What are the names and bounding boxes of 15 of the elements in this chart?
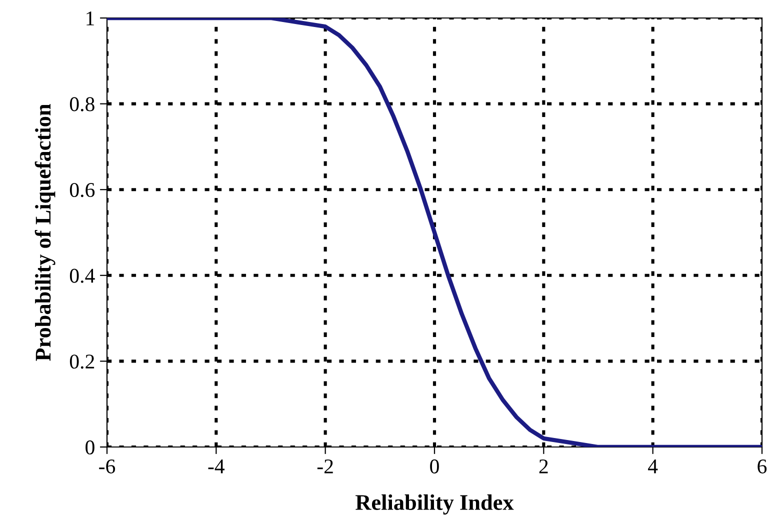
y-tick-label: 0.4	[70, 268, 95, 283]
y-tick-label: 0	[86, 440, 94, 454]
y-tick-label: 1	[86, 11, 94, 26]
y-tick-label: 0.2	[70, 354, 94, 369]
x-tick-label: -2	[317, 459, 333, 474]
x-tick-label: -6	[99, 459, 116, 474]
y-tick-label: 0.8	[70, 97, 94, 112]
y-tick-label: 0.6	[70, 182, 95, 198]
x-axis-title: Reliability Index	[356, 494, 514, 515]
y-axis-title: Probability of Liquefaction	[34, 104, 56, 361]
x-tick-label: 0	[430, 459, 439, 474]
x-tick-label: 6	[758, 459, 767, 474]
x-tick-label: -4	[208, 460, 225, 474]
x-tick-label: 2	[539, 459, 548, 474]
x-tick-label: 4	[648, 460, 658, 474]
